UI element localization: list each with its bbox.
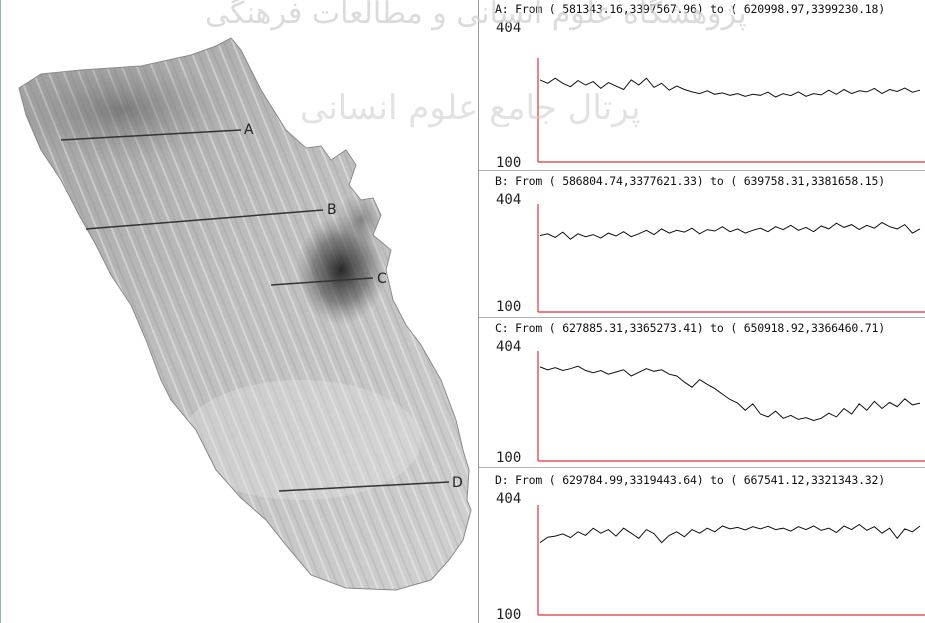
panel-separator	[479, 467, 925, 468]
profile-line-a	[539, 77, 921, 98]
profile-title-b: B: From ( 586804.74,3377621.33) to ( 639…	[495, 174, 885, 188]
pane-divider	[478, 0, 479, 623]
profile-ymin-b: 100	[496, 299, 522, 315]
profile-ymin-c: 100	[496, 450, 522, 466]
watermark-line-2: پرتال جامع علوم انسانی	[300, 88, 641, 128]
profile-panel-b: B: From ( 586804.74,3377621.33) to ( 639…	[479, 172, 925, 317]
profile-ymin-d: 100	[496, 607, 522, 623]
profile-ymax-c: 404	[496, 339, 522, 355]
profile-line-c	[539, 365, 921, 422]
profile-panel-d: D: From ( 629784.99,3319443.64) to ( 667…	[479, 471, 925, 623]
profile-ymax-b: 404	[496, 192, 522, 208]
section-label-a: A	[244, 122, 254, 138]
profile-chart-d	[537, 505, 925, 616]
section-line-d	[278, 481, 450, 492]
terrain-map: A B C D	[18, 37, 472, 591]
profile-title-d: D: From ( 629784.99,3319443.64) to ( 667…	[495, 473, 885, 487]
profile-title-a: A: From ( 581343.16,3397567.96) to ( 620…	[495, 2, 885, 16]
panel-separator	[479, 317, 925, 318]
panel-separator	[479, 170, 925, 171]
profile-chart-a	[537, 58, 925, 163]
profile-panel-a: A: From ( 581343.16,3397567.96) to ( 620…	[479, 0, 925, 171]
section-line-a	[60, 129, 242, 141]
profile-chart-c	[537, 351, 925, 462]
profile-ymax-d: 404	[496, 491, 522, 507]
section-label-b: B	[327, 202, 337, 218]
profile-ymin-a: 100	[496, 155, 522, 171]
profile-title-c: C: From ( 627885.31,3365273.41) to ( 650…	[495, 321, 885, 335]
section-line-b	[85, 209, 324, 230]
watermark-line-1: پژوهشگاه علوم انسانی و مطالعات فرهنگی	[205, 0, 747, 31]
profile-line-d	[539, 523, 921, 544]
profile-line-b	[539, 221, 921, 240]
section-line-c	[270, 277, 374, 286]
map-pane: A B C D	[0, 0, 472, 623]
profile-ymax-a: 404	[496, 20, 522, 36]
section-label-d: D	[452, 475, 463, 491]
profile-chart-b	[537, 204, 925, 313]
section-label-c: C	[377, 271, 387, 287]
profile-panel-c: C: From ( 627885.31,3365273.41) to ( 650…	[479, 319, 925, 467]
